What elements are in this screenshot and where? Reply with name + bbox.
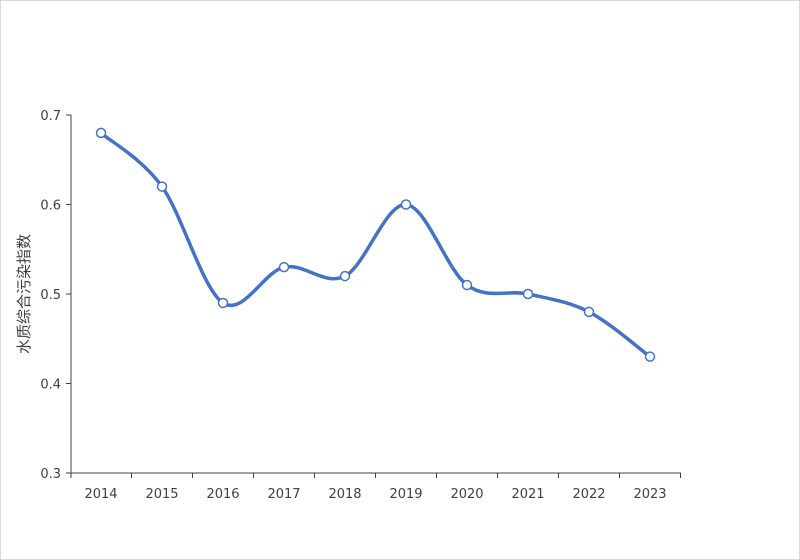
x-tick-label: 2014 (84, 487, 117, 502)
x-tick-label: 2018 (328, 487, 361, 502)
y-ticks: 0.3 0.4 0.5 0.6 0.7 (40, 109, 71, 482)
y-tick-label: 0.7 (40, 109, 61, 124)
data-point (461, 279, 473, 291)
data-point (278, 261, 290, 273)
x-tick-label: 2020 (450, 487, 483, 502)
y-tick-label: 0.4 (40, 378, 61, 393)
data-point (583, 306, 595, 318)
x-tick-label: 2017 (267, 487, 300, 502)
axes (70, 115, 681, 474)
data-point (156, 181, 168, 192)
data-point (522, 288, 534, 300)
data-point (339, 270, 351, 282)
data-point (95, 127, 107, 139)
data-point (400, 199, 412, 210)
x-tick-label: 2022 (572, 487, 605, 502)
y-tick-label: 0.6 (40, 199, 61, 214)
data-point (644, 351, 656, 362)
x-tick-label: 2021 (511, 487, 544, 502)
series-line (99, 131, 652, 359)
data-point (217, 297, 229, 309)
y-axis-label: 水质综合污染指数 (15, 234, 33, 354)
y-tick-label: 0.3 (40, 467, 61, 482)
y-tick-label: 0.5 (40, 288, 61, 303)
x-tick-label: 2016 (206, 487, 239, 502)
x-tick-label: 2023 (633, 487, 666, 502)
plot-area (95, 127, 656, 362)
x-tick-label: 2019 (389, 487, 422, 502)
x-ticks: 2014 2015 2016 2017 2018 2019 2020 2021 2022 2023 (70, 473, 681, 502)
x-tick-label: 2015 (145, 487, 178, 502)
